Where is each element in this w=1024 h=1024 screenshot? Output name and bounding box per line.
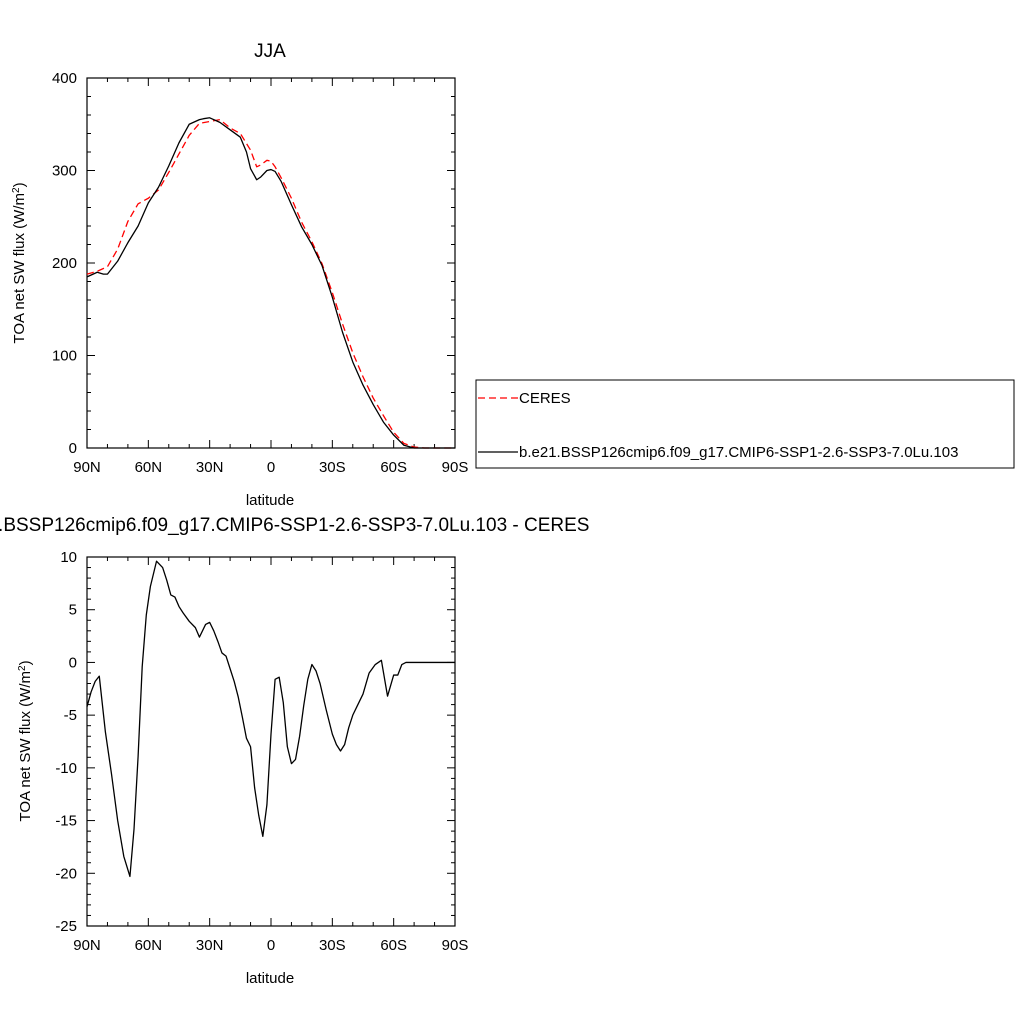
bottom-x-tick-label-2: 30N [196, 937, 224, 954]
top-x-tick-label-3: 0 [267, 459, 275, 476]
bottom-x-tick-label-0: 90N [73, 937, 101, 954]
top-x-axis-label: latitude [246, 492, 294, 509]
bottom-x-tick-label-3: 0 [267, 937, 275, 954]
top-x-tick-label-4: 30S [319, 459, 346, 476]
top-series-line-1 [86, 117, 455, 449]
top-y-axis-label: TOA net SW flux (W/m2) [11, 182, 29, 343]
bottom-y-tick-label-3: -10 [55, 760, 77, 777]
bottom-y-tick-label-0: -25 [55, 918, 77, 935]
bottom-panel: b.e21.BSSP126cmip6.f09_g17.CMIP6-SSP1-2.… [0, 515, 589, 987]
top-x-tick-label-0: 90N [73, 459, 101, 476]
top-plot-frame [86, 77, 456, 449]
top-x-tick-label-2: 30N [196, 459, 224, 476]
top-series-line-0 [86, 118, 455, 449]
top-x-tick-label-1: 60N [135, 459, 163, 476]
legend-box [475, 379, 1015, 469]
top-plot-lines [86, 117, 455, 449]
bottom-y-tick-label-1: -20 [55, 865, 77, 882]
top-y-tick-label-4: 400 [52, 70, 77, 87]
bottom-x-tick-label-6: 90S [442, 937, 469, 954]
top-x-tick-label-5: 60S [380, 459, 407, 476]
bottom-y-tick-label-4: -5 [64, 707, 77, 724]
top-x-tick-label-6: 90S [442, 459, 469, 476]
top-panel: JJA 90N 60N 30N 0 30S 60S 90S 0 100 200 300 400 lat… [11, 41, 469, 509]
bottom-x-tick-label-5: 60S [380, 937, 407, 954]
top-plot-title: JJA [254, 41, 286, 62]
top-y-tick-label-1: 100 [52, 348, 77, 365]
top-axis-ticks: 90N 60N 30N 0 30S 60S 90S 0 100 200 300 400 [52, 70, 468, 476]
bottom-plot-lines [86, 560, 455, 878]
bottom-y-axis-label: TOA net SW flux (W/m2) [17, 660, 35, 821]
bottom-x-tick-label-1: 60N [135, 937, 163, 954]
top-y-tick-label-2: 200 [52, 255, 77, 272]
bottom-y-tick-label-6: 5 [69, 602, 77, 619]
bottom-y-tick-label-7: 10 [60, 549, 77, 566]
bottom-plot-title: b.e21.BSSP126cmip6.f09_g17.CMIP6-SSP1-2.… [0, 515, 589, 536]
bottom-x-tick-label-4: 30S [319, 937, 346, 954]
legend-label-model: b.e21.BSSP126cmip6.f09_g17.CMIP6-SSP1-2.… [519, 444, 958, 461]
bottom-y-tick-label-2: -15 [55, 813, 77, 830]
top-y-tick-label-0: 0 [69, 440, 77, 457]
bottom-axis-ticks: 90N 60N 30N 0 30S 60S 90S -25 -20 -15 -10 -5 0 5 10 [55, 549, 468, 954]
top-y-tick-label-3: 300 [52, 163, 77, 180]
bottom-series-line-0 [86, 560, 455, 878]
bottom-x-axis-label: latitude [246, 970, 294, 987]
legend-label-ceres: CERES [519, 390, 571, 407]
legend: CERES b.e21.BSSP126cmip6.f09_g17.CMIP6-S… [475, 379, 1015, 469]
bottom-y-tick-label-5: 0 [69, 654, 77, 671]
